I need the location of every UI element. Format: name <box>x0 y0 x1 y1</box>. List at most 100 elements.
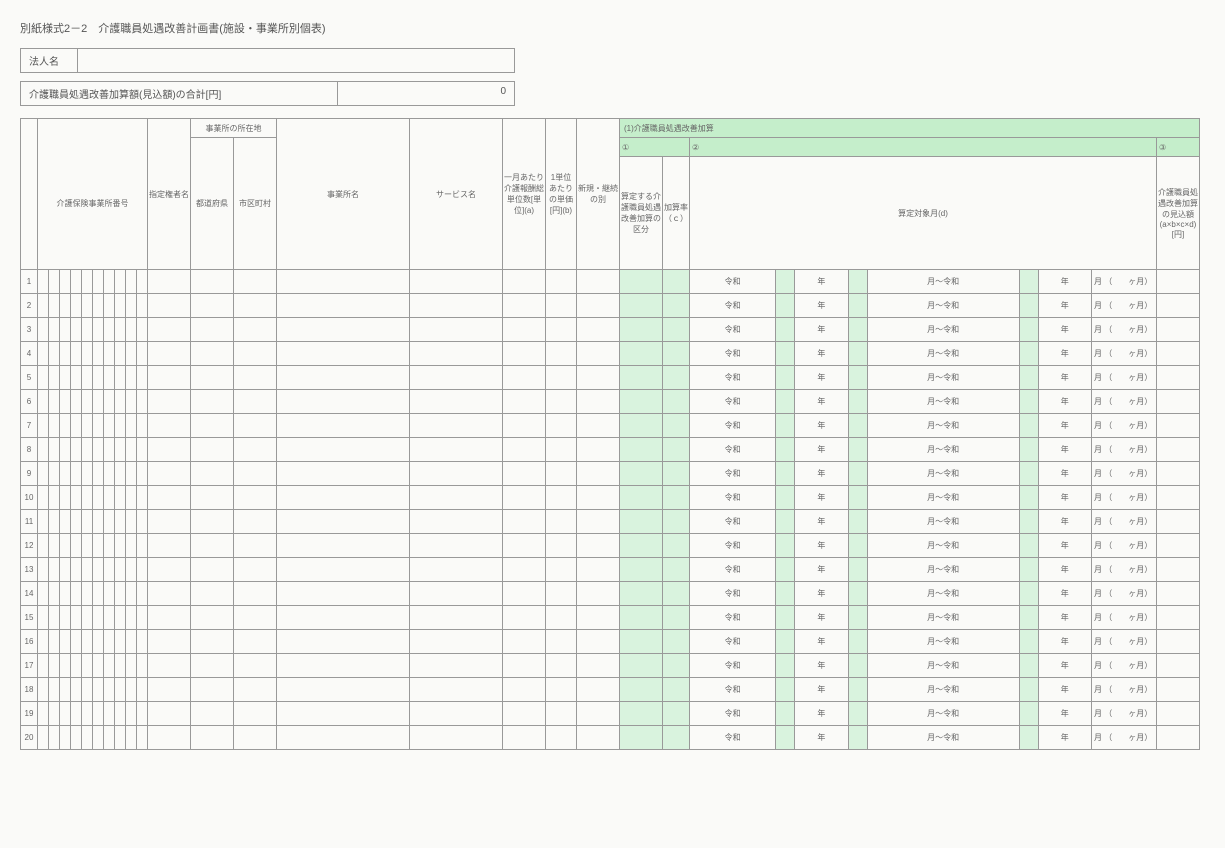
bizname-cell[interactable] <box>277 582 410 606</box>
authority-cell[interactable] <box>148 582 191 606</box>
unit-cell[interactable] <box>546 654 577 678</box>
monthly-cell[interactable] <box>503 510 546 534</box>
digit-cell[interactable] <box>126 390 137 414</box>
newcont-cell[interactable] <box>577 726 620 750</box>
monthly-cell[interactable] <box>503 318 546 342</box>
service-cell[interactable] <box>410 678 503 702</box>
digit-cell[interactable] <box>115 654 126 678</box>
digit-cell[interactable] <box>93 678 104 702</box>
bizname-cell[interactable] <box>277 486 410 510</box>
digit-cell[interactable] <box>60 342 71 366</box>
service-cell[interactable] <box>410 342 503 366</box>
authority-cell[interactable] <box>148 510 191 534</box>
date-year2[interactable] <box>1019 270 1038 294</box>
authority-cell[interactable] <box>148 366 191 390</box>
digit-cell[interactable] <box>93 606 104 630</box>
digit-cell[interactable] <box>115 342 126 366</box>
date-year2[interactable] <box>1019 390 1038 414</box>
bizname-cell[interactable] <box>277 366 410 390</box>
monthly-cell[interactable] <box>503 726 546 750</box>
date-year2[interactable] <box>1019 486 1038 510</box>
authority-cell[interactable] <box>148 726 191 750</box>
digit-cell[interactable] <box>137 486 148 510</box>
date-year1[interactable] <box>776 678 795 702</box>
pref-cell[interactable] <box>191 486 234 510</box>
pref-cell[interactable] <box>191 294 234 318</box>
date-year1[interactable] <box>776 534 795 558</box>
rate-cell[interactable] <box>663 534 690 558</box>
kubun-cell[interactable] <box>620 678 663 702</box>
authority-cell[interactable] <box>148 438 191 462</box>
date-month1[interactable] <box>848 342 867 366</box>
service-cell[interactable] <box>410 534 503 558</box>
digit-cell[interactable] <box>104 726 115 750</box>
digit-cell[interactable] <box>71 726 82 750</box>
digit-cell[interactable] <box>71 654 82 678</box>
digit-cell[interactable] <box>104 702 115 726</box>
amount-cell[interactable] <box>1157 726 1200 750</box>
digit-cell[interactable] <box>38 342 49 366</box>
city-cell[interactable] <box>234 582 277 606</box>
newcont-cell[interactable] <box>577 582 620 606</box>
bizname-cell[interactable] <box>277 678 410 702</box>
digit-cell[interactable] <box>82 438 93 462</box>
newcont-cell[interactable] <box>577 702 620 726</box>
digit-cell[interactable] <box>38 510 49 534</box>
monthly-cell[interactable] <box>503 702 546 726</box>
digit-cell[interactable] <box>38 606 49 630</box>
digit-cell[interactable] <box>126 702 137 726</box>
rate-cell[interactable] <box>663 726 690 750</box>
digit-cell[interactable] <box>93 294 104 318</box>
pref-cell[interactable] <box>191 342 234 366</box>
digit-cell[interactable] <box>93 702 104 726</box>
date-year2[interactable] <box>1019 630 1038 654</box>
city-cell[interactable] <box>234 342 277 366</box>
kubun-cell[interactable] <box>620 606 663 630</box>
date-month1[interactable] <box>848 702 867 726</box>
digit-cell[interactable] <box>82 270 93 294</box>
digit-cell[interactable] <box>126 558 137 582</box>
bizname-cell[interactable] <box>277 342 410 366</box>
unit-cell[interactable] <box>546 702 577 726</box>
date-year1[interactable] <box>776 582 795 606</box>
amount-cell[interactable] <box>1157 462 1200 486</box>
newcont-cell[interactable] <box>577 318 620 342</box>
monthly-cell[interactable] <box>503 582 546 606</box>
digit-cell[interactable] <box>104 366 115 390</box>
digit-cell[interactable] <box>71 486 82 510</box>
newcont-cell[interactable] <box>577 678 620 702</box>
digit-cell[interactable] <box>93 414 104 438</box>
digit-cell[interactable] <box>137 558 148 582</box>
monthly-cell[interactable] <box>503 606 546 630</box>
digit-cell[interactable] <box>137 726 148 750</box>
digit-cell[interactable] <box>49 702 60 726</box>
rate-cell[interactable] <box>663 654 690 678</box>
digit-cell[interactable] <box>104 294 115 318</box>
date-year2[interactable] <box>1019 726 1038 750</box>
date-year2[interactable] <box>1019 366 1038 390</box>
monthly-cell[interactable] <box>503 630 546 654</box>
digit-cell[interactable] <box>71 318 82 342</box>
unit-cell[interactable] <box>546 462 577 486</box>
digit-cell[interactable] <box>104 270 115 294</box>
city-cell[interactable] <box>234 726 277 750</box>
digit-cell[interactable] <box>115 606 126 630</box>
date-year2[interactable] <box>1019 510 1038 534</box>
service-cell[interactable] <box>410 294 503 318</box>
digit-cell[interactable] <box>71 702 82 726</box>
pref-cell[interactable] <box>191 678 234 702</box>
digit-cell[interactable] <box>38 366 49 390</box>
date-year1[interactable] <box>776 558 795 582</box>
pref-cell[interactable] <box>191 462 234 486</box>
kubun-cell[interactable] <box>620 534 663 558</box>
digit-cell[interactable] <box>93 534 104 558</box>
digit-cell[interactable] <box>82 654 93 678</box>
authority-cell[interactable] <box>148 294 191 318</box>
digit-cell[interactable] <box>104 318 115 342</box>
amount-cell[interactable] <box>1157 294 1200 318</box>
kubun-cell[interactable] <box>620 486 663 510</box>
date-year1[interactable] <box>776 606 795 630</box>
digit-cell[interactable] <box>49 558 60 582</box>
digit-cell[interactable] <box>49 534 60 558</box>
amount-cell[interactable] <box>1157 486 1200 510</box>
